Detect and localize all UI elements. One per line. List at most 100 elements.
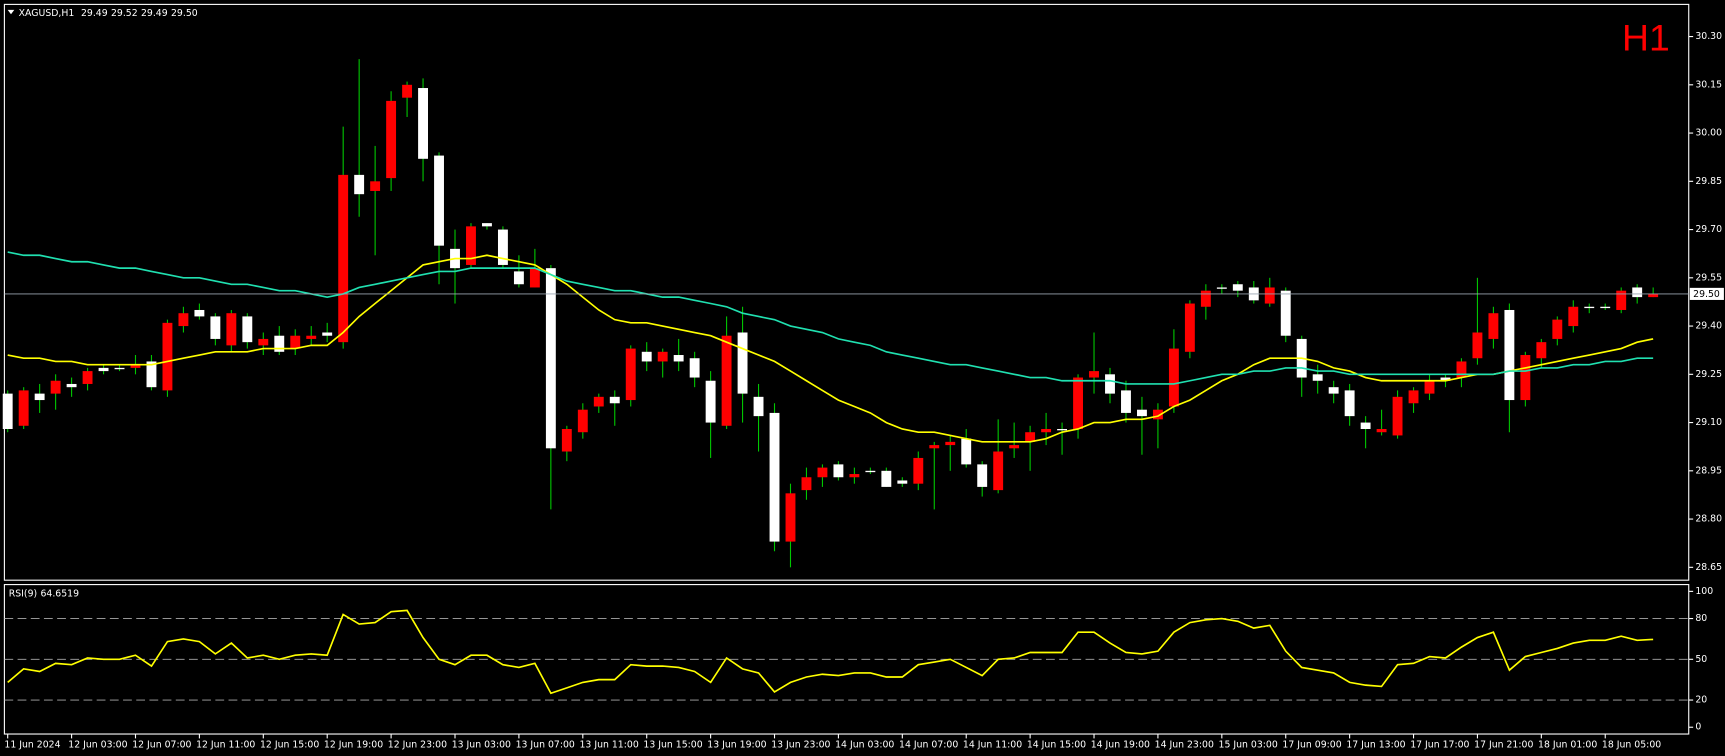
candle-body: [1360, 422, 1371, 430]
header-high: 29.52: [111, 8, 138, 19]
candle-body: [50, 380, 61, 394]
header-low: 29.49: [141, 8, 168, 19]
chart-header: XAGUSD,H1 29.49 29.52 29.49 29.50: [19, 8, 198, 19]
candle-body: [977, 464, 988, 487]
candle-body: [1312, 374, 1323, 381]
candle-body: [1552, 319, 1563, 339]
candle-body: [1648, 293, 1659, 298]
candle-body: [833, 464, 844, 478]
candle-body: [1025, 432, 1036, 442]
candle-body: [402, 84, 413, 98]
candle-body: [913, 457, 924, 484]
candle-body: [689, 358, 700, 378]
candle-body: [1168, 348, 1179, 407]
candle-body: [1616, 290, 1627, 310]
candle-body: [66, 383, 77, 388]
candle-body: [1089, 371, 1099, 378]
x-tick-label: 13 Jun 11:00: [580, 740, 639, 751]
header-close: 29.50: [171, 8, 198, 19]
candle-body: [322, 332, 333, 336]
candle-body: [114, 367, 125, 370]
x-tick-label: 11 Jun 2024: [4, 740, 60, 751]
candle-body: [1041, 429, 1052, 433]
candle-body: [897, 480, 908, 484]
candle-body: [1408, 390, 1419, 404]
y-tick-label: 29.85: [1695, 176, 1722, 187]
candle-body: [737, 332, 748, 394]
candle-body: [1424, 380, 1435, 394]
candle-body: [1232, 284, 1243, 291]
candle-body: [609, 396, 620, 404]
candle-body: [721, 335, 732, 426]
candle-body: [146, 361, 157, 388]
candle-body: [242, 316, 253, 343]
candle-body: [849, 474, 860, 478]
candle-body: [1632, 287, 1643, 298]
candle-body: [370, 181, 381, 191]
candle-body: [178, 313, 189, 327]
candle-body: [1392, 396, 1403, 436]
candle-body: [1216, 287, 1227, 289]
candle-body: [1137, 409, 1147, 417]
candle-body: [2, 393, 13, 430]
candle-body: [386, 100, 397, 179]
y-tick-label: 30.15: [1695, 79, 1722, 90]
x-tick-label: 14 Jun 23:00: [1155, 740, 1214, 751]
candle-body: [753, 396, 764, 417]
price-tag: [1689, 287, 1724, 300]
x-tick-label: 14 Jun 19:00: [1091, 740, 1150, 751]
candle-body: [1073, 377, 1083, 430]
candle-body: [1536, 342, 1547, 359]
candle-body: [162, 322, 173, 391]
y-tick-label: 100: [1695, 586, 1713, 597]
header-open: 29.49: [81, 8, 108, 19]
x-tick-label: 17 Jun 21:00: [1474, 740, 1533, 751]
moving-average: [7, 254, 1654, 443]
timeframe-badge: H1: [1622, 17, 1670, 59]
candle-body: [993, 451, 1004, 491]
candle-body: [961, 438, 972, 465]
y-tick-label: 29.55: [1695, 272, 1722, 283]
y-tick-label: 28.95: [1695, 465, 1722, 476]
candle-body: [1440, 377, 1451, 381]
x-tick-label: 17 Jun 13:00: [1346, 740, 1405, 751]
y-tick-label: 0: [1695, 722, 1701, 733]
x-tick-label: 13 Jun 23:00: [771, 740, 830, 751]
y-tick-label: 29.70: [1695, 224, 1722, 235]
candle-body: [529, 268, 540, 288]
x-tick-label: 14 Jun 03:00: [835, 740, 894, 751]
rsi-line: [7, 609, 1654, 695]
x-tick-label: 18 Jun 01:00: [1538, 740, 1597, 751]
candle-body: [561, 429, 572, 452]
candle-body: [657, 351, 668, 362]
candle-body: [194, 309, 205, 317]
rsi-title: RSI(9): [9, 588, 37, 599]
x-tick-label: 12 Jun 23:00: [388, 740, 447, 751]
y-tick-label: 29.25: [1695, 369, 1722, 380]
candle-body: [785, 493, 796, 542]
candle-body: [1376, 429, 1387, 433]
rsi-header: RSI(9) 64.6519: [9, 588, 79, 599]
candle-body: [226, 313, 237, 346]
rsi-value: 64.6519: [40, 588, 79, 599]
price-panel: [3, 3, 1690, 581]
candle-body: [338, 174, 349, 343]
menu-arrow[interactable]: [7, 9, 15, 15]
candle-body: [274, 335, 285, 352]
candle-body: [1520, 355, 1531, 401]
x-tick-label: 17 Jun 09:00: [1282, 740, 1341, 751]
candle-body: [929, 445, 940, 449]
candle-body: [82, 371, 93, 384]
candle-body: [1121, 390, 1131, 413]
candle-body: [593, 396, 604, 407]
candle-body: [306, 335, 317, 339]
x-tick-label: 17 Jun 17:00: [1410, 740, 1469, 751]
candle-body: [1472, 332, 1483, 359]
candle-body: [1280, 290, 1291, 336]
candle-body: [513, 271, 524, 285]
y-tick-label: 30.00: [1695, 128, 1722, 139]
candle-body: [1200, 290, 1211, 307]
